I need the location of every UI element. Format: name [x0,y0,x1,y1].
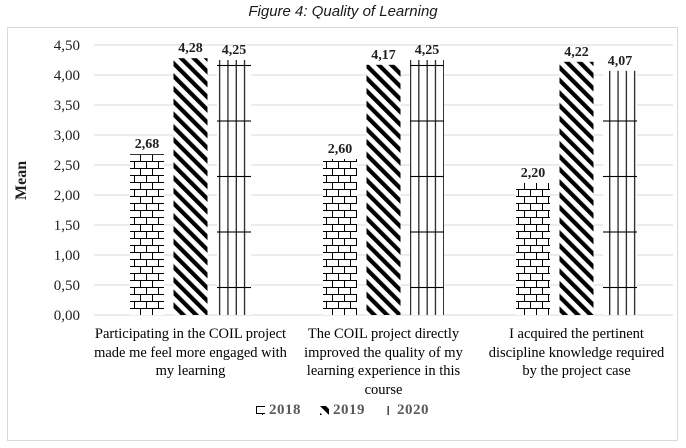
value-label: 4,17 [371,48,396,63]
value-label: 4,28 [178,41,203,56]
value-label: 2,20 [521,166,546,181]
chart-title: Figure 4: Quality of Learning [248,3,438,20]
y-tick-label: 1,00 [54,248,80,264]
value-label: 2,68 [135,137,160,152]
category-label-1: Participating in the COIL project made m… [94,326,287,380]
y-tick-label: 0,50 [54,278,80,294]
legend-label-2018: 2018 [269,402,301,418]
legend-label-2020: 2020 [397,402,429,418]
bar-2020-group1 [217,60,251,315]
value-label: 2,60 [328,142,353,157]
bar-2020-group2 [410,60,444,315]
legend-swatch-diagonal-icon [320,406,329,415]
y-tick-label: 3,00 [54,128,80,144]
category-label-3: I acquired the pertinent discipline know… [488,326,665,380]
value-label: 4,22 [564,45,589,60]
y-tick-label: 4,50 [54,38,80,54]
y-tick-label: 2,50 [54,158,80,174]
y-tick-label: 0,00 [54,308,80,324]
bar-2019-group2 [366,64,401,315]
bar-2018-group3 [516,183,550,315]
y-tick-label: 2,00 [54,188,80,204]
legend-item-2019: 2019 [320,402,365,419]
category-label-2: The COIL project directly improved the q… [304,326,463,398]
plot-area: 0,00 0,50 1,00 1,50 2,00 2,50 3,00 3,50 4,00 4,50… [54,38,673,324]
legend-swatch-brick-icon [256,406,265,415]
bar-2018-group2 [323,159,357,315]
bar-2019-group1 [173,58,208,315]
bar-2020-group3 [603,70,637,315]
chart-frame: 0,00 0,50 1,00 1,50 2,00 2,50 3,00 3,50 4,00 4,50… [7,27,678,441]
value-label: 4,25 [415,43,440,58]
legend-item-2018: 2018 [256,402,301,419]
y-tick-label: 4,00 [54,68,80,84]
y-tick-label: 3,50 [54,98,80,114]
legend: 2018 2019 2020 [8,402,677,419]
legend-item-2020: 2020 [384,402,429,419]
x-axis-category-labels: Participating in the COIL project made m… [94,325,673,399]
legend-label-2019: 2019 [333,402,365,418]
value-label: 4,07 [608,54,633,69]
bar-2019-group3 [559,61,594,315]
value-label: 4,25 [222,43,247,58]
legend-swatch-vgrid-icon [384,406,393,415]
bar-2018-group1 [130,154,164,315]
y-tick-label: 1,50 [54,218,80,234]
y-axis-title: Mean [13,160,30,200]
